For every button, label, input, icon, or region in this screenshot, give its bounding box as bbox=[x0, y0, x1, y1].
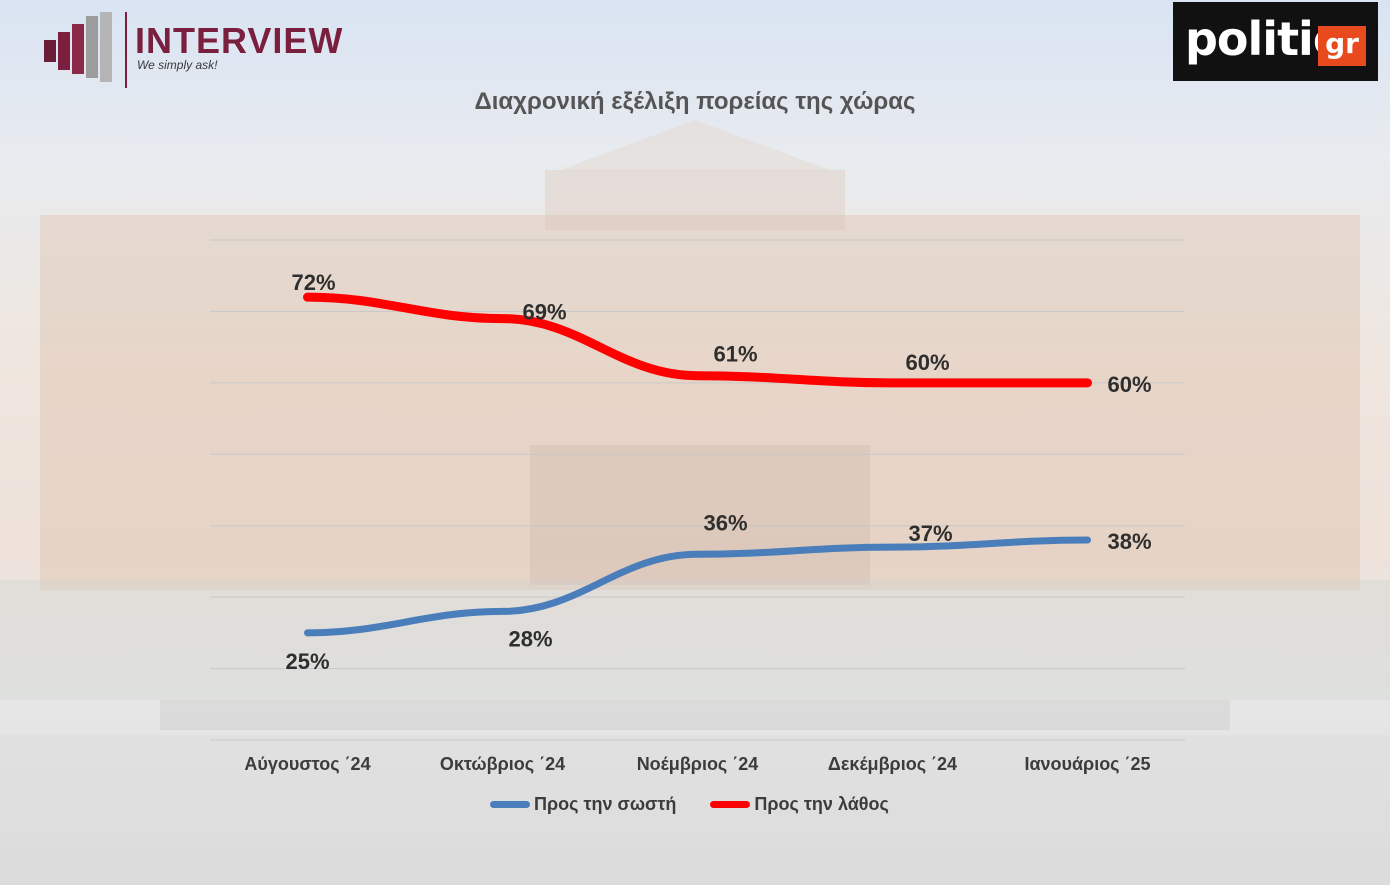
data-label: 36% bbox=[703, 510, 747, 535]
data-label: 72% bbox=[291, 270, 335, 295]
interview-tagline: We simply ask! bbox=[137, 58, 218, 72]
legend-item-wrong: Προς την λάθος bbox=[710, 793, 889, 815]
bar-building-icon bbox=[44, 12, 112, 82]
x-tick-label: Νοέμβριος ΄24 bbox=[637, 754, 759, 774]
interview-logo: INTERVIEW We simply ask! bbox=[40, 10, 350, 90]
x-tick-label: Αύγουστος ΄24 bbox=[244, 754, 370, 774]
logo-divider bbox=[125, 12, 127, 88]
data-label: 25% bbox=[285, 649, 329, 674]
data-label: 38% bbox=[1107, 529, 1151, 554]
politic-logo-suffix: gr bbox=[1318, 26, 1366, 66]
politic-logo-word: politic bbox=[1185, 12, 1340, 66]
legend-label-wrong: Προς την λάθος bbox=[754, 793, 889, 814]
data-label: 28% bbox=[508, 626, 552, 651]
legend-swatch-wrong bbox=[710, 800, 751, 808]
legend-item-right: Προς την σωστή bbox=[490, 794, 676, 815]
data-label: 37% bbox=[908, 521, 952, 546]
data-label: 60% bbox=[1107, 372, 1151, 397]
legend-swatch-right bbox=[490, 800, 530, 808]
chart-title: Διαχρονική εξέλιξη πορείας της χώρας bbox=[474, 88, 916, 115]
interview-brand-text: INTERVIEW bbox=[135, 20, 344, 61]
series-line-wrong bbox=[303, 292, 1092, 388]
x-tick-label: Οκτώβριος ΄24 bbox=[440, 754, 565, 774]
data-label: 61% bbox=[713, 342, 757, 367]
politic-logo: politic gr bbox=[1173, 2, 1378, 81]
data-label: 60% bbox=[905, 350, 949, 375]
x-tick-label: Ιανουάριος ΄25 bbox=[1024, 754, 1150, 774]
series-line-right bbox=[304, 536, 1091, 637]
legend-label-right: Προς την σωστή bbox=[534, 793, 677, 814]
data-label: 69% bbox=[522, 300, 566, 325]
chart-legend: Προς την σωστή Προς την λάθος bbox=[490, 792, 923, 816]
x-tick-label: Δεκέμβριος ΄24 bbox=[828, 754, 957, 774]
